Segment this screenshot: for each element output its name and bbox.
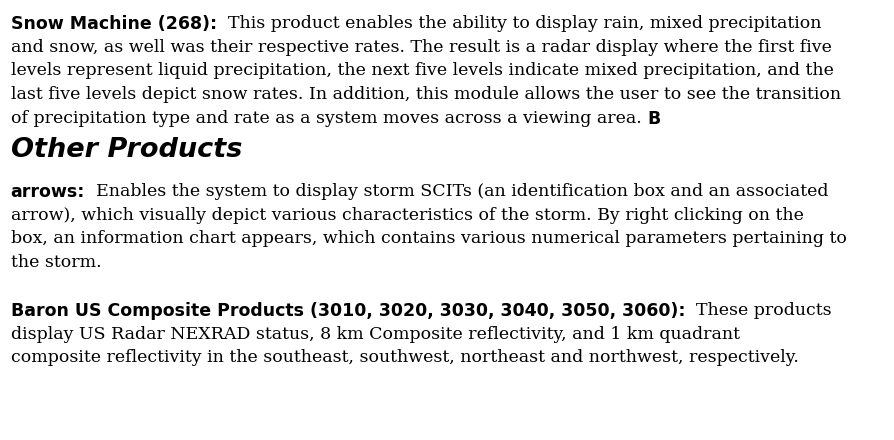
Text: levels represent liquid precipitation, the next five levels indicate mixed preci: levels represent liquid precipitation, t…	[11, 62, 832, 80]
Text: composite reflectivity in the southeast, southwest, northeast and northwest, res: composite reflectivity in the southeast,…	[11, 349, 797, 366]
Text: arrows:: arrows:	[11, 183, 85, 201]
Text: and snow, as well was their respective rates. The result is a radar display wher: and snow, as well was their respective r…	[11, 39, 831, 56]
Text: of precipitation type and rate as a system moves across a viewing area.: of precipitation type and rate as a syst…	[11, 110, 646, 127]
Text: display US Radar NEXRAD status, 8 km Composite reflectivity, and 1 km quadrant: display US Radar NEXRAD status, 8 km Com…	[11, 326, 739, 343]
Text: arrow), which visually depict various characteristics of the storm. By right cli: arrow), which visually depict various ch…	[11, 206, 803, 224]
Text: These products: These products	[685, 302, 831, 319]
Text: This product enables the ability to display rain, mixed precipitation: This product enables the ability to disp…	[216, 15, 821, 33]
Text: Enables the system to display storm SCITs (an identification box and an associat: Enables the system to display storm SCIT…	[85, 183, 828, 200]
Text: Snow Machine (268):: Snow Machine (268):	[11, 15, 216, 33]
Text: last five levels depict snow rates. In addition, this module allows the user to : last five levels depict snow rates. In a…	[11, 86, 840, 103]
Text: box, an information chart appears, which contains various numerical parameters p: box, an information chart appears, which…	[11, 230, 846, 247]
Text: B: B	[646, 110, 660, 128]
Text: the storm.: the storm.	[11, 253, 101, 271]
Text: Baron US Composite Products (3010, 3020, 3030, 3040, 3050, 3060):: Baron US Composite Products (3010, 3020,…	[11, 302, 685, 320]
Text: Other Products: Other Products	[11, 137, 242, 163]
